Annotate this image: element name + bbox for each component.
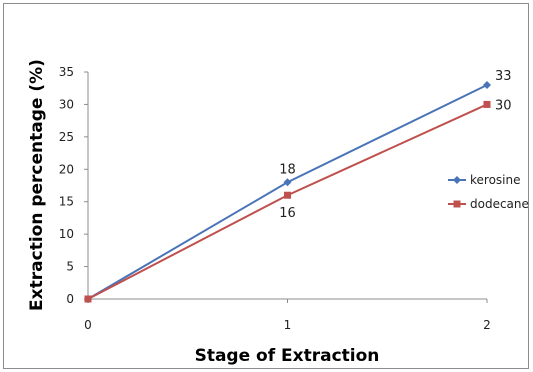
data-point-dodecane [284, 191, 291, 199]
data-point-dodecane [84, 295, 92, 303]
x-tick-label: 1 [284, 318, 292, 332]
x-tick-label: 2 [483, 318, 491, 332]
data-label-dodecane: 30 [495, 98, 512, 113]
y-tick-label: 30 [59, 97, 74, 111]
x-tick-label: 0 [84, 318, 92, 332]
data-label-kerosine: 18 [279, 162, 296, 177]
x-axis: 0 1 2 [84, 298, 491, 332]
x-axis-title: Stage of Extraction [195, 346, 380, 366]
legend-marker [453, 200, 461, 208]
data-label-kerosine: 33 [495, 69, 512, 84]
y-axis: 0 5 10 15 20 25 30 35 [59, 65, 89, 306]
data-label-dodecane: 16 [279, 206, 296, 221]
legend-marker [453, 176, 461, 184]
y-tick-label: 20 [59, 162, 74, 176]
legend-item-kerosine: kerosine [448, 173, 521, 187]
y-axis-title: Extraction percentage (%) [27, 59, 47, 311]
legend-label: kerosine [470, 173, 521, 187]
y-tick-label: 5 [66, 260, 74, 274]
y-tick-label: 0 [66, 292, 74, 306]
legend-item-dodecane: dodecane [448, 197, 529, 211]
data-point-kerosine [483, 80, 491, 89]
legend-label: dodecane [470, 197, 529, 211]
data-point-dodecane [483, 100, 491, 108]
data-point-kerosine [283, 178, 292, 187]
y-tick-label: 35 [59, 65, 74, 79]
series-line-dodecane [87, 103, 488, 300]
legend: kerosine dodecane [448, 173, 529, 211]
y-tick-label: 25 [59, 130, 74, 144]
chart-frame [3, 3, 529, 369]
y-tick-label: 15 [59, 195, 74, 209]
y-tick-label: 10 [59, 227, 74, 241]
